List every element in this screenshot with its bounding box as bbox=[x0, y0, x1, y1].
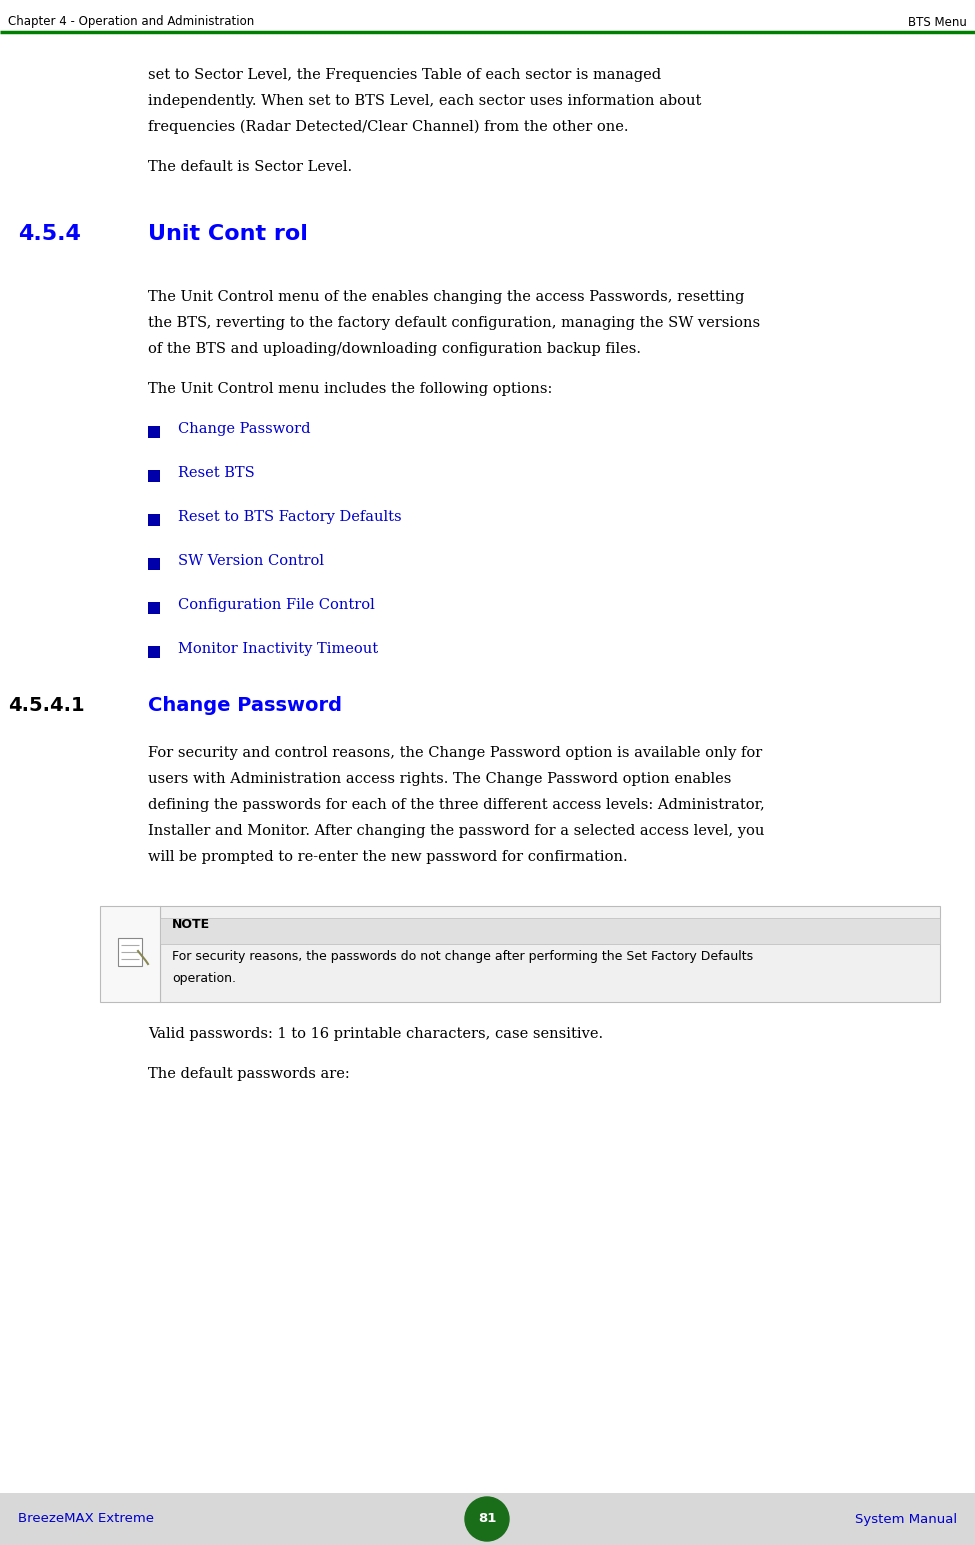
Bar bbox=[0, 1492, 975, 1545]
Bar bbox=[148, 470, 160, 482]
Text: Installer and Monitor. After changing the password for a selected access level, : Installer and Monitor. After changing th… bbox=[148, 823, 764, 837]
Text: The default passwords are:: The default passwords are: bbox=[148, 1068, 350, 1082]
Text: independently. When set to BTS Level, each sector uses information about: independently. When set to BTS Level, ea… bbox=[148, 94, 701, 108]
Text: Change Password: Change Password bbox=[178, 422, 310, 436]
Text: SW Version Control: SW Version Control bbox=[178, 555, 324, 569]
Text: 4.5.4.1: 4.5.4.1 bbox=[8, 695, 85, 715]
Text: Unit Cont rol: Unit Cont rol bbox=[148, 224, 308, 244]
Text: NOTE: NOTE bbox=[172, 918, 211, 932]
Text: of the BTS and uploading/downloading configuration backup files.: of the BTS and uploading/downloading con… bbox=[148, 341, 641, 355]
Circle shape bbox=[465, 1497, 509, 1540]
Text: BreezeMAX Extreme: BreezeMAX Extreme bbox=[18, 1513, 154, 1525]
Text: set to Sector Level, the Frequencies Table of each sector is managed: set to Sector Level, the Frequencies Tab… bbox=[148, 68, 661, 82]
Bar bbox=[148, 558, 160, 570]
Text: 4.5.4: 4.5.4 bbox=[18, 224, 81, 244]
Text: Reset BTS: Reset BTS bbox=[178, 467, 254, 480]
Text: operation.: operation. bbox=[172, 972, 236, 986]
Text: Monitor Inactivity Timeout: Monitor Inactivity Timeout bbox=[178, 643, 378, 657]
Text: will be prompted to re-enter the new password for confirmation.: will be prompted to re-enter the new pas… bbox=[148, 850, 628, 864]
Bar bbox=[118, 938, 142, 966]
Text: The Unit Control menu includes the following options:: The Unit Control menu includes the follo… bbox=[148, 382, 553, 396]
Text: For security and control reasons, the Change Password option is available only f: For security and control reasons, the Ch… bbox=[148, 746, 762, 760]
Text: The Unit Control menu of the enables changing the access Passwords, resetting: The Unit Control menu of the enables cha… bbox=[148, 290, 744, 304]
Text: The default is Sector Level.: The default is Sector Level. bbox=[148, 161, 352, 175]
Bar bbox=[100, 905, 160, 1003]
Text: Configuration File Control: Configuration File Control bbox=[178, 598, 374, 612]
Text: the BTS, reverting to the factory default configuration, managing the SW version: the BTS, reverting to the factory defaul… bbox=[148, 317, 760, 331]
Text: For security reasons, the passwords do not change after performing the Set Facto: For security reasons, the passwords do n… bbox=[172, 950, 753, 963]
Text: Change Password: Change Password bbox=[148, 695, 342, 715]
Text: Reset to BTS Factory Defaults: Reset to BTS Factory Defaults bbox=[178, 510, 402, 524]
Bar bbox=[160, 918, 940, 944]
Bar bbox=[148, 603, 160, 613]
Bar bbox=[148, 426, 160, 437]
Text: 81: 81 bbox=[478, 1513, 496, 1525]
Text: users with Administration access rights. The Change Password option enables: users with Administration access rights.… bbox=[148, 772, 731, 786]
Text: Chapter 4 - Operation and Administration: Chapter 4 - Operation and Administration bbox=[8, 15, 254, 28]
Bar bbox=[148, 514, 160, 525]
Text: frequencies (Radar Detected/Clear Channel) from the other one.: frequencies (Radar Detected/Clear Channe… bbox=[148, 121, 629, 134]
Text: BTS Menu: BTS Menu bbox=[908, 15, 967, 28]
Bar bbox=[160, 905, 940, 1003]
Bar bbox=[148, 646, 160, 658]
Text: Valid passwords: 1 to 16 printable characters, case sensitive.: Valid passwords: 1 to 16 printable chara… bbox=[148, 1027, 604, 1041]
Text: defining the passwords for each of the three different access levels: Administra: defining the passwords for each of the t… bbox=[148, 799, 764, 813]
Text: System Manual: System Manual bbox=[855, 1513, 957, 1525]
